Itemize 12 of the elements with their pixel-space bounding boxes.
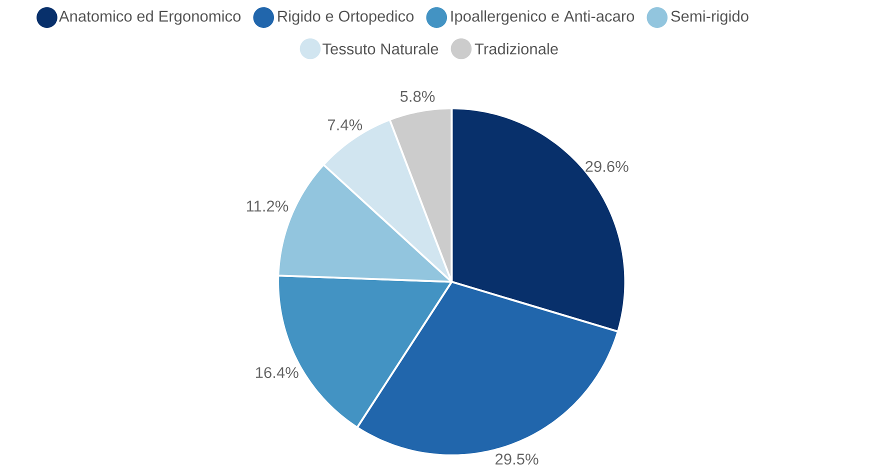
data-label: 11.2% <box>246 200 288 212</box>
legend-label: Tessuto Naturale <box>322 43 438 54</box>
data-label: 29.5% <box>496 454 538 465</box>
data-label: 16.4% <box>256 367 298 378</box>
data-label: 7.4% <box>328 119 362 130</box>
data-label: 29.6% <box>586 160 628 172</box>
legend-label: Anatomico ed Ergonomico <box>58 10 241 25</box>
legend-label: Ipoallergenico e Anti-acaro <box>451 10 634 25</box>
legend-label: Semi-rigido <box>671 10 748 25</box>
legend-label: Tradizionale <box>474 43 558 54</box>
legend-label: Rigido e Ortopedico <box>278 10 414 25</box>
data-label: 5.8% <box>400 90 435 102</box>
